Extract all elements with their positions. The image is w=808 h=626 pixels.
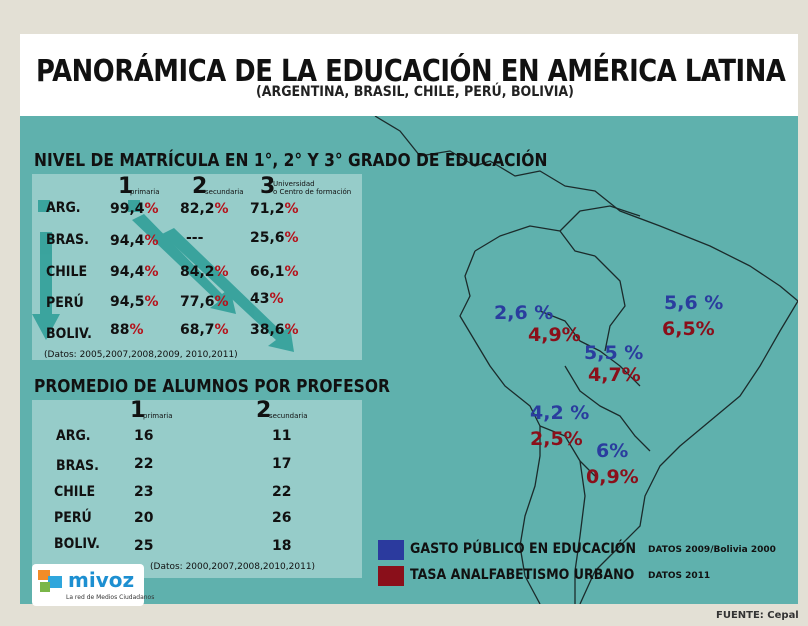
coastline-east: [579, 300, 798, 604]
enroll-value: 25,6%: [250, 230, 299, 246]
enroll-value: 43%: [250, 291, 284, 307]
enrollment-arrows: [32, 200, 294, 352]
enroll-row-label: ARG.: [46, 200, 81, 216]
legend-swatch-spend: [378, 540, 404, 560]
enrollment-note: (Datos: 2005,2007,2008,2009, 2010,2011): [44, 350, 238, 360]
border-2: [539, 310, 641, 387]
argentina-illiteracy-label: 0,9%: [586, 466, 639, 488]
coastline: [374, 116, 798, 302]
page-subtitle: (ARGENTINA, BRASIL, CHILE, PERÚ, BOLIVIA…: [256, 84, 574, 100]
ratio-value: 22: [272, 484, 292, 500]
ratio-value: 17: [272, 456, 292, 472]
brazil-spend-label: 5,6 %: [664, 292, 724, 314]
peru-illiteracy-label: 4,9%: [528, 324, 581, 346]
ratio-value: 18: [272, 538, 292, 554]
ratio-row-label: ARG.: [56, 428, 91, 444]
border-1: [474, 225, 596, 257]
bolivia-spend-label: 5,5 %: [584, 342, 644, 364]
border-4: [539, 425, 596, 477]
enroll-value: ---: [186, 230, 204, 246]
arrow-marker-2: [128, 200, 140, 212]
legend-illiteracy-note: DATOS 2011: [648, 571, 711, 581]
brazil-illiteracy-label: 6,5%: [662, 318, 715, 340]
arrow-marker-1: [38, 200, 50, 212]
enroll-value: 84,2%: [180, 264, 229, 280]
ratio-row-label: PERÚ: [54, 510, 92, 526]
enroll-row-label: PERÚ: [46, 295, 84, 311]
enroll-value: 99,4%: [110, 201, 159, 217]
teal-panel: [20, 116, 798, 604]
peru-spend-label: 2,6 %: [494, 302, 554, 324]
enroll-value: 66,1%: [250, 264, 299, 280]
legend-illiteracy-label: TASA ANALFABETISMO URBANO: [410, 567, 635, 583]
enrollment-title: NIVEL DE MATRÍCULA EN 1°, 2° Y 3° GRADO …: [34, 150, 548, 171]
ratio-col2-number: 2: [256, 398, 272, 423]
header-banner: [20, 34, 798, 116]
border-7: [574, 460, 586, 604]
enroll-col2-number: 2: [192, 174, 208, 199]
enrollment-box: [32, 174, 362, 360]
ratio-col2-label: secundaria: [269, 412, 308, 420]
argentina-spend-label: 6%: [596, 440, 629, 462]
ratio-value: 25: [134, 538, 154, 554]
ratio-row-label: BRAS.: [56, 458, 99, 474]
bolivia-illiteracy-label: 4,7%: [588, 364, 641, 386]
enroll-row-label: BRAS.: [46, 232, 89, 248]
enroll-value: 38,6%: [250, 322, 299, 338]
ratio-value: 11: [272, 428, 292, 444]
enroll-value: 94,4%: [110, 233, 159, 249]
ratio-note: (Datos: 2000,2007,2008,2010,2011): [150, 562, 316, 572]
border-3: [564, 365, 651, 452]
enroll-value: 77,6%: [180, 294, 229, 310]
enroll-value: 82,2%: [180, 201, 229, 217]
enroll-col1-number: 1: [118, 174, 134, 199]
ratio-title: PROMEDIO DE ALUMNOS POR PROFESOR: [34, 376, 390, 397]
ratio-row-label: BOLIV.: [54, 536, 100, 552]
ratio-value: 26: [272, 510, 292, 526]
chile-spend-label: 4,2 %: [530, 402, 590, 424]
legend-spend-label: GASTO PÚBLICO EN EDUCACIÓN: [410, 541, 637, 557]
arrow-2: [132, 214, 236, 314]
enroll-col3-label-2: o Centro de formación: [273, 188, 352, 196]
mivoz-logo: mivoz La red de Medios Ciudadanos: [32, 564, 154, 606]
source-credit: FUENTE: Cepal: [716, 610, 799, 621]
border-6: [594, 255, 626, 352]
legend-spend-note: DATOS 2009/Bolivia 2000: [648, 545, 776, 555]
enroll-value: 68,7%: [180, 322, 229, 338]
enroll-value: 88%: [110, 322, 144, 338]
enroll-col3-number: 3: [260, 174, 276, 199]
enroll-col1-label: primaria: [130, 188, 160, 196]
arrow-3: [162, 228, 294, 352]
ratio-value: 23: [134, 484, 154, 500]
ratio-box: [32, 400, 362, 578]
page-title: PANORÁMICA DE LA EDUCACIÓN EN AMÉRICA LA…: [36, 54, 786, 89]
enroll-col3-label-1: Universidad: [273, 180, 315, 188]
ratio-col1-number: 1: [130, 398, 146, 423]
logo-tagline: La red de Medios Ciudadanos: [66, 594, 155, 601]
ratio-row-label: CHILE: [54, 484, 96, 500]
arrow-1: [32, 232, 60, 340]
ratio-value: 20: [134, 510, 154, 526]
enroll-col2-label: secundaria: [205, 188, 244, 196]
chile-illiteracy-label: 2,5%: [530, 428, 583, 450]
enroll-row-label: CHILE: [46, 264, 88, 280]
enroll-value: 94,4%: [110, 264, 159, 280]
border-5: [559, 205, 641, 232]
ratio-value: 16: [134, 428, 154, 444]
ratio-col1-label: primaria: [143, 412, 173, 420]
logo-name: mivoz: [68, 568, 135, 592]
ratio-value: 22: [134, 456, 154, 472]
speech-bubbles-icon: [38, 570, 62, 592]
enroll-value: 94,5%: [110, 294, 159, 310]
south-america-map: [374, 116, 798, 604]
coastline-west: [459, 250, 541, 604]
enroll-row-label: BOLIV.: [46, 326, 92, 342]
enroll-value: 71,2%: [250, 201, 299, 217]
legend-swatch-illiteracy: [378, 566, 404, 586]
